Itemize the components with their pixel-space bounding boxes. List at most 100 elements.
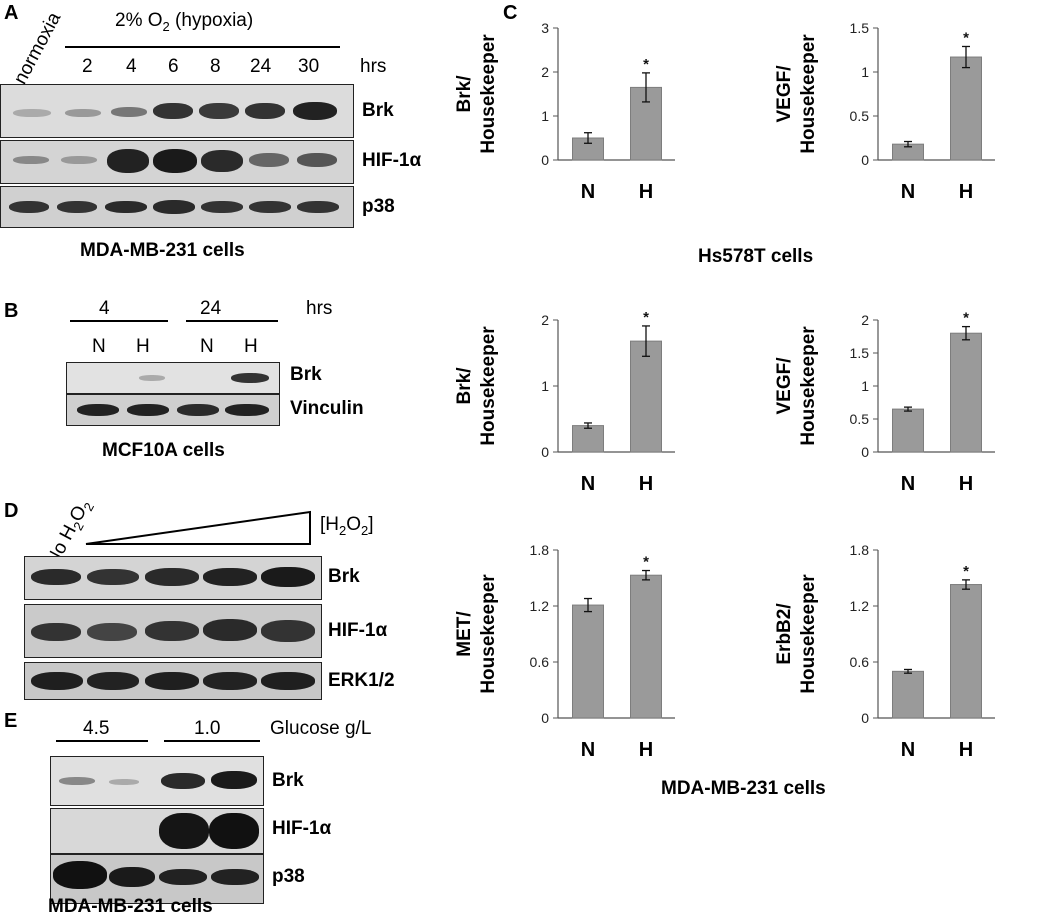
hours-unit-label: hrs (360, 56, 387, 77)
band (109, 779, 139, 785)
h2o2-concentration-label: [H2O2] (320, 514, 374, 538)
timepoint-label: 6 (168, 56, 179, 77)
y-tick-label: 3 (541, 20, 549, 36)
y-tick-label: 0 (861, 444, 869, 460)
y-tick-label: 0.5 (850, 108, 870, 124)
category-label: N (901, 181, 915, 203)
blot-e-hif (50, 808, 264, 854)
band (87, 672, 139, 690)
significance-marker: * (963, 310, 969, 327)
y-tick-label: 2 (541, 64, 549, 80)
y-axis-label: Housekeeper (478, 574, 499, 694)
y-axis-label: ErbB2/ (774, 603, 795, 665)
bar (572, 604, 604, 719)
y-tick-label: 1.5 (850, 345, 870, 361)
glucose-group-label: 1.0 (194, 718, 221, 739)
y-axis-label: Housekeeper (478, 34, 499, 154)
y-tick-label: 1 (541, 378, 549, 394)
chart-mda-brk: 0 1 2 N * H Brk/Housekeeper (454, 310, 675, 495)
y-axis-label: Brk/ (454, 75, 475, 113)
timepoint-label: 8 (210, 56, 221, 77)
band (59, 777, 95, 785)
significance-marker: * (963, 563, 969, 580)
band (159, 869, 207, 885)
time-group-label: 4 (99, 298, 110, 319)
bar (950, 56, 982, 161)
blot-e-brk-label: Brk (272, 770, 304, 791)
hypoxia-label: 2% O2 (hypoxia) (115, 10, 254, 34)
blot-e-p38 (50, 854, 264, 904)
panel-e-letter: E (4, 710, 18, 732)
timepoint-label: 30 (298, 56, 320, 77)
bar (572, 425, 604, 453)
blot-d-erk (24, 662, 322, 700)
time-bracket-line (70, 320, 168, 322)
band (109, 867, 155, 887)
y-axis-label: VEGF/ (774, 357, 795, 415)
band (249, 153, 289, 167)
band (107, 149, 149, 173)
band (65, 109, 101, 117)
category-label: H (959, 473, 973, 495)
glucose-group-label: 4.5 (83, 718, 110, 739)
panel-a-cell-line: MDA-MB-231 cells (80, 240, 245, 261)
blot-a-brk-label: Brk (362, 100, 394, 121)
blot-b-vinculin (66, 394, 280, 426)
band (31, 569, 81, 585)
y-tick-label: 1.5 (850, 20, 870, 36)
chart-mda-vegf: 0 0.5 1 1.5 2 N * H VEGF/Housekeeper (774, 310, 995, 495)
blot-a-hif-label: HIF-1α (362, 150, 422, 171)
y-axis-label: Housekeeper (798, 326, 819, 446)
band (177, 404, 219, 416)
band (161, 773, 205, 789)
band (105, 201, 147, 213)
category-label: N (581, 739, 595, 761)
band (31, 623, 81, 641)
band (261, 567, 315, 587)
time-group-label: 24 (200, 298, 222, 319)
y-axis-label: MET/ (454, 611, 475, 657)
y-tick-label: 1.8 (850, 542, 870, 558)
y-axis-label: Housekeeper (478, 326, 499, 446)
blot-d-brk-label: Brk (328, 566, 360, 587)
band (145, 621, 199, 641)
band (293, 102, 337, 120)
band (203, 568, 257, 586)
band (57, 201, 97, 213)
y-tick-label: 2 (541, 312, 549, 328)
band (199, 103, 239, 119)
hypoxia-bracket-line (65, 46, 340, 48)
blot-a-brk (0, 84, 354, 138)
glucose-bracket-line (56, 740, 148, 742)
band (153, 200, 195, 214)
band (153, 103, 193, 119)
blot-a-p38-label: p38 (362, 196, 395, 217)
y-tick-label: 1.8 (530, 542, 550, 558)
chart-mda-met: 0 0.6 1.2 1.8 N * H MET/Housekeeper (454, 542, 675, 761)
category-label: N (581, 473, 595, 495)
significance-marker: * (643, 554, 649, 571)
y-tick-label: 0 (541, 444, 549, 460)
blot-a-hif (0, 140, 354, 184)
band (209, 813, 259, 849)
blot-b-brk (66, 362, 280, 394)
blot-d-hif (24, 604, 322, 658)
blot-e-p38-label: p38 (272, 866, 305, 887)
category-label: N (901, 739, 915, 761)
band (201, 201, 243, 213)
panel-a-letter: A (4, 2, 19, 24)
band (297, 153, 337, 167)
significance-marker: * (963, 29, 969, 46)
band (203, 672, 257, 690)
y-tick-label: 0 (541, 710, 549, 726)
category-label: H (959, 181, 973, 203)
band (245, 103, 285, 119)
lane-label: N (200, 336, 214, 357)
y-tick-label: 2 (861, 312, 869, 328)
bar (892, 670, 924, 719)
hs578t-cell-line-label: Hs578T cells (698, 246, 814, 267)
band (249, 201, 291, 213)
band (159, 813, 209, 849)
concentration-wedge (85, 510, 311, 545)
band (53, 861, 107, 889)
